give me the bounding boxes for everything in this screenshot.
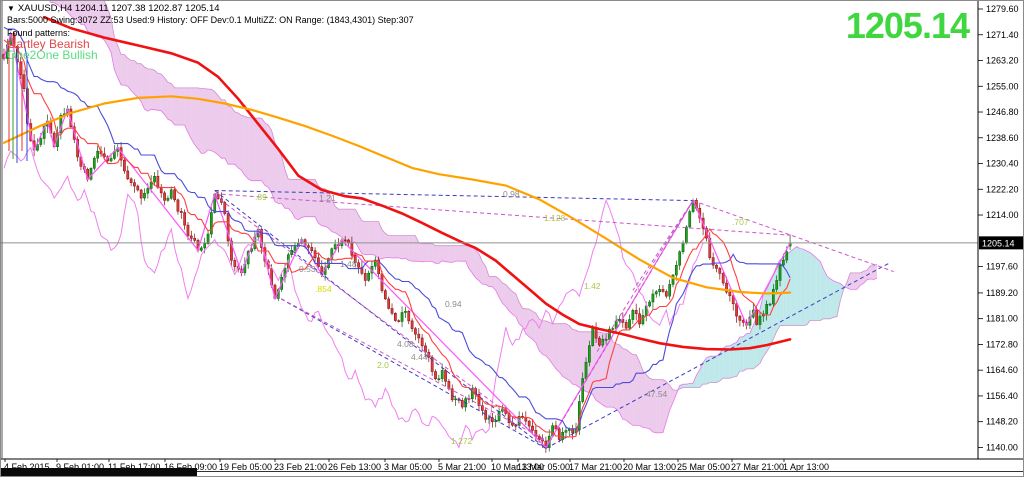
horizontal-scrollbar-thumb[interactable] <box>1 468 197 476</box>
harmonic-pattern-lines <box>214 190 894 449</box>
svg-text:1140.00: 1140.00 <box>986 442 1018 452</box>
svg-text:5 Mar 21:00: 5 Mar 21:00 <box>438 462 486 472</box>
slow-red-ma <box>42 15 792 351</box>
svg-text:0.94: 0.94 <box>445 299 462 309</box>
svg-text:10 Mar 13:00: 10 Mar 13:00 <box>491 462 544 472</box>
fib-ratio-labels: 1.21 .89 0.53 1.48 .854 0.94 4.08 4.44 2.0 1.272 0… <box>255 189 749 446</box>
svg-text:1.128: 1.128 <box>544 213 566 223</box>
svg-text:26 Feb 13:00: 26 Feb 13:00 <box>328 462 381 472</box>
svg-text:1263.20: 1263.20 <box>986 56 1019 66</box>
svg-text:0.98: 0.98 <box>503 189 520 199</box>
svg-text:1238.60: 1238.60 <box>986 133 1019 143</box>
svg-text:.89: .89 <box>255 192 267 202</box>
svg-text:1148.20: 1148.20 <box>986 417 1018 427</box>
svg-text:25 Mar 05:00: 25 Mar 05:00 <box>677 462 730 472</box>
svg-text:1 Apr 13:00: 1 Apr 13:00 <box>783 462 829 472</box>
time-axis[interactable]: 4 Feb 2015 9 Feb 01:00 11 Feb 17:00 16 Feb … <box>4 459 829 472</box>
pattern-glyph <box>8 45 28 163</box>
price-axis[interactable]: 1279.60 1271.40 1263.20 1255.00 1246.80 1238.… <box>1 1 1024 460</box>
svg-text:1164.60: 1164.60 <box>986 365 1018 375</box>
svg-text:4.08: 4.08 <box>397 339 414 349</box>
svg-text:47.54: 47.54 <box>646 389 668 399</box>
ichimoku-cloud <box>49 1 878 434</box>
svg-text:1230.40: 1230.40 <box>986 159 1019 169</box>
svg-text:1156.40: 1156.40 <box>986 391 1018 401</box>
svg-text:0.53: 0.53 <box>299 264 316 274</box>
orange-ma <box>2 95 792 295</box>
svg-text:23 Feb 21:00: 23 Feb 21:00 <box>274 462 327 472</box>
svg-text:1.21: 1.21 <box>319 193 336 203</box>
svg-text:13 Mar 05:00: 13 Mar 05:00 <box>517 462 570 472</box>
svg-text:17 Mar 21:00: 17 Mar 21:00 <box>569 462 622 472</box>
svg-text:1255.00: 1255.00 <box>986 81 1019 91</box>
svg-text:1.42: 1.42 <box>584 281 601 291</box>
horizontal-scrollbar-track[interactable] <box>1 471 1023 472</box>
tenkan-sen-line <box>3 39 791 438</box>
svg-text:1214.00: 1214.00 <box>986 210 1019 220</box>
svg-text:1246.80: 1246.80 <box>986 107 1019 117</box>
svg-text:20 Mar 13:00: 20 Mar 13:00 <box>623 462 676 472</box>
svg-text:4.44: 4.44 <box>411 352 428 362</box>
svg-text:1.272: 1.272 <box>451 436 473 446</box>
svg-text:1197.60: 1197.60 <box>986 262 1018 272</box>
svg-text:.854: .854 <box>315 284 332 294</box>
svg-text:16 Feb 09:00: 16 Feb 09:00 <box>164 462 217 472</box>
chikou-span <box>3 146 704 449</box>
svg-text:19 Feb 05:00: 19 Feb 05:00 <box>219 462 272 472</box>
svg-text:9 Feb 01:00: 9 Feb 01:00 <box>56 462 104 472</box>
svg-text:1.48: 1.48 <box>340 259 357 269</box>
svg-text:.707: .707 <box>732 217 749 227</box>
svg-text:1189.20: 1189.20 <box>986 288 1018 298</box>
svg-text:2.0: 2.0 <box>377 360 389 370</box>
svg-text:3 Mar 05:00: 3 Mar 05:00 <box>384 462 432 472</box>
svg-text:1279.60: 1279.60 <box>986 4 1019 14</box>
svg-text:1172.80: 1172.80 <box>986 339 1018 349</box>
svg-text:1205.14: 1205.14 <box>982 238 1015 248</box>
svg-text:11 Feb 17:00: 11 Feb 17:00 <box>108 462 160 472</box>
svg-text:1271.40: 1271.40 <box>986 30 1019 40</box>
svg-text:1222.20: 1222.20 <box>986 184 1019 194</box>
svg-text:4 Feb 2015: 4 Feb 2015 <box>4 462 50 472</box>
svg-text:1181.00: 1181.00 <box>986 314 1018 324</box>
svg-text:27 Mar 21:00: 27 Mar 21:00 <box>731 462 784 472</box>
zigzag <box>3 33 791 449</box>
kijun-sen-line <box>3 26 791 430</box>
